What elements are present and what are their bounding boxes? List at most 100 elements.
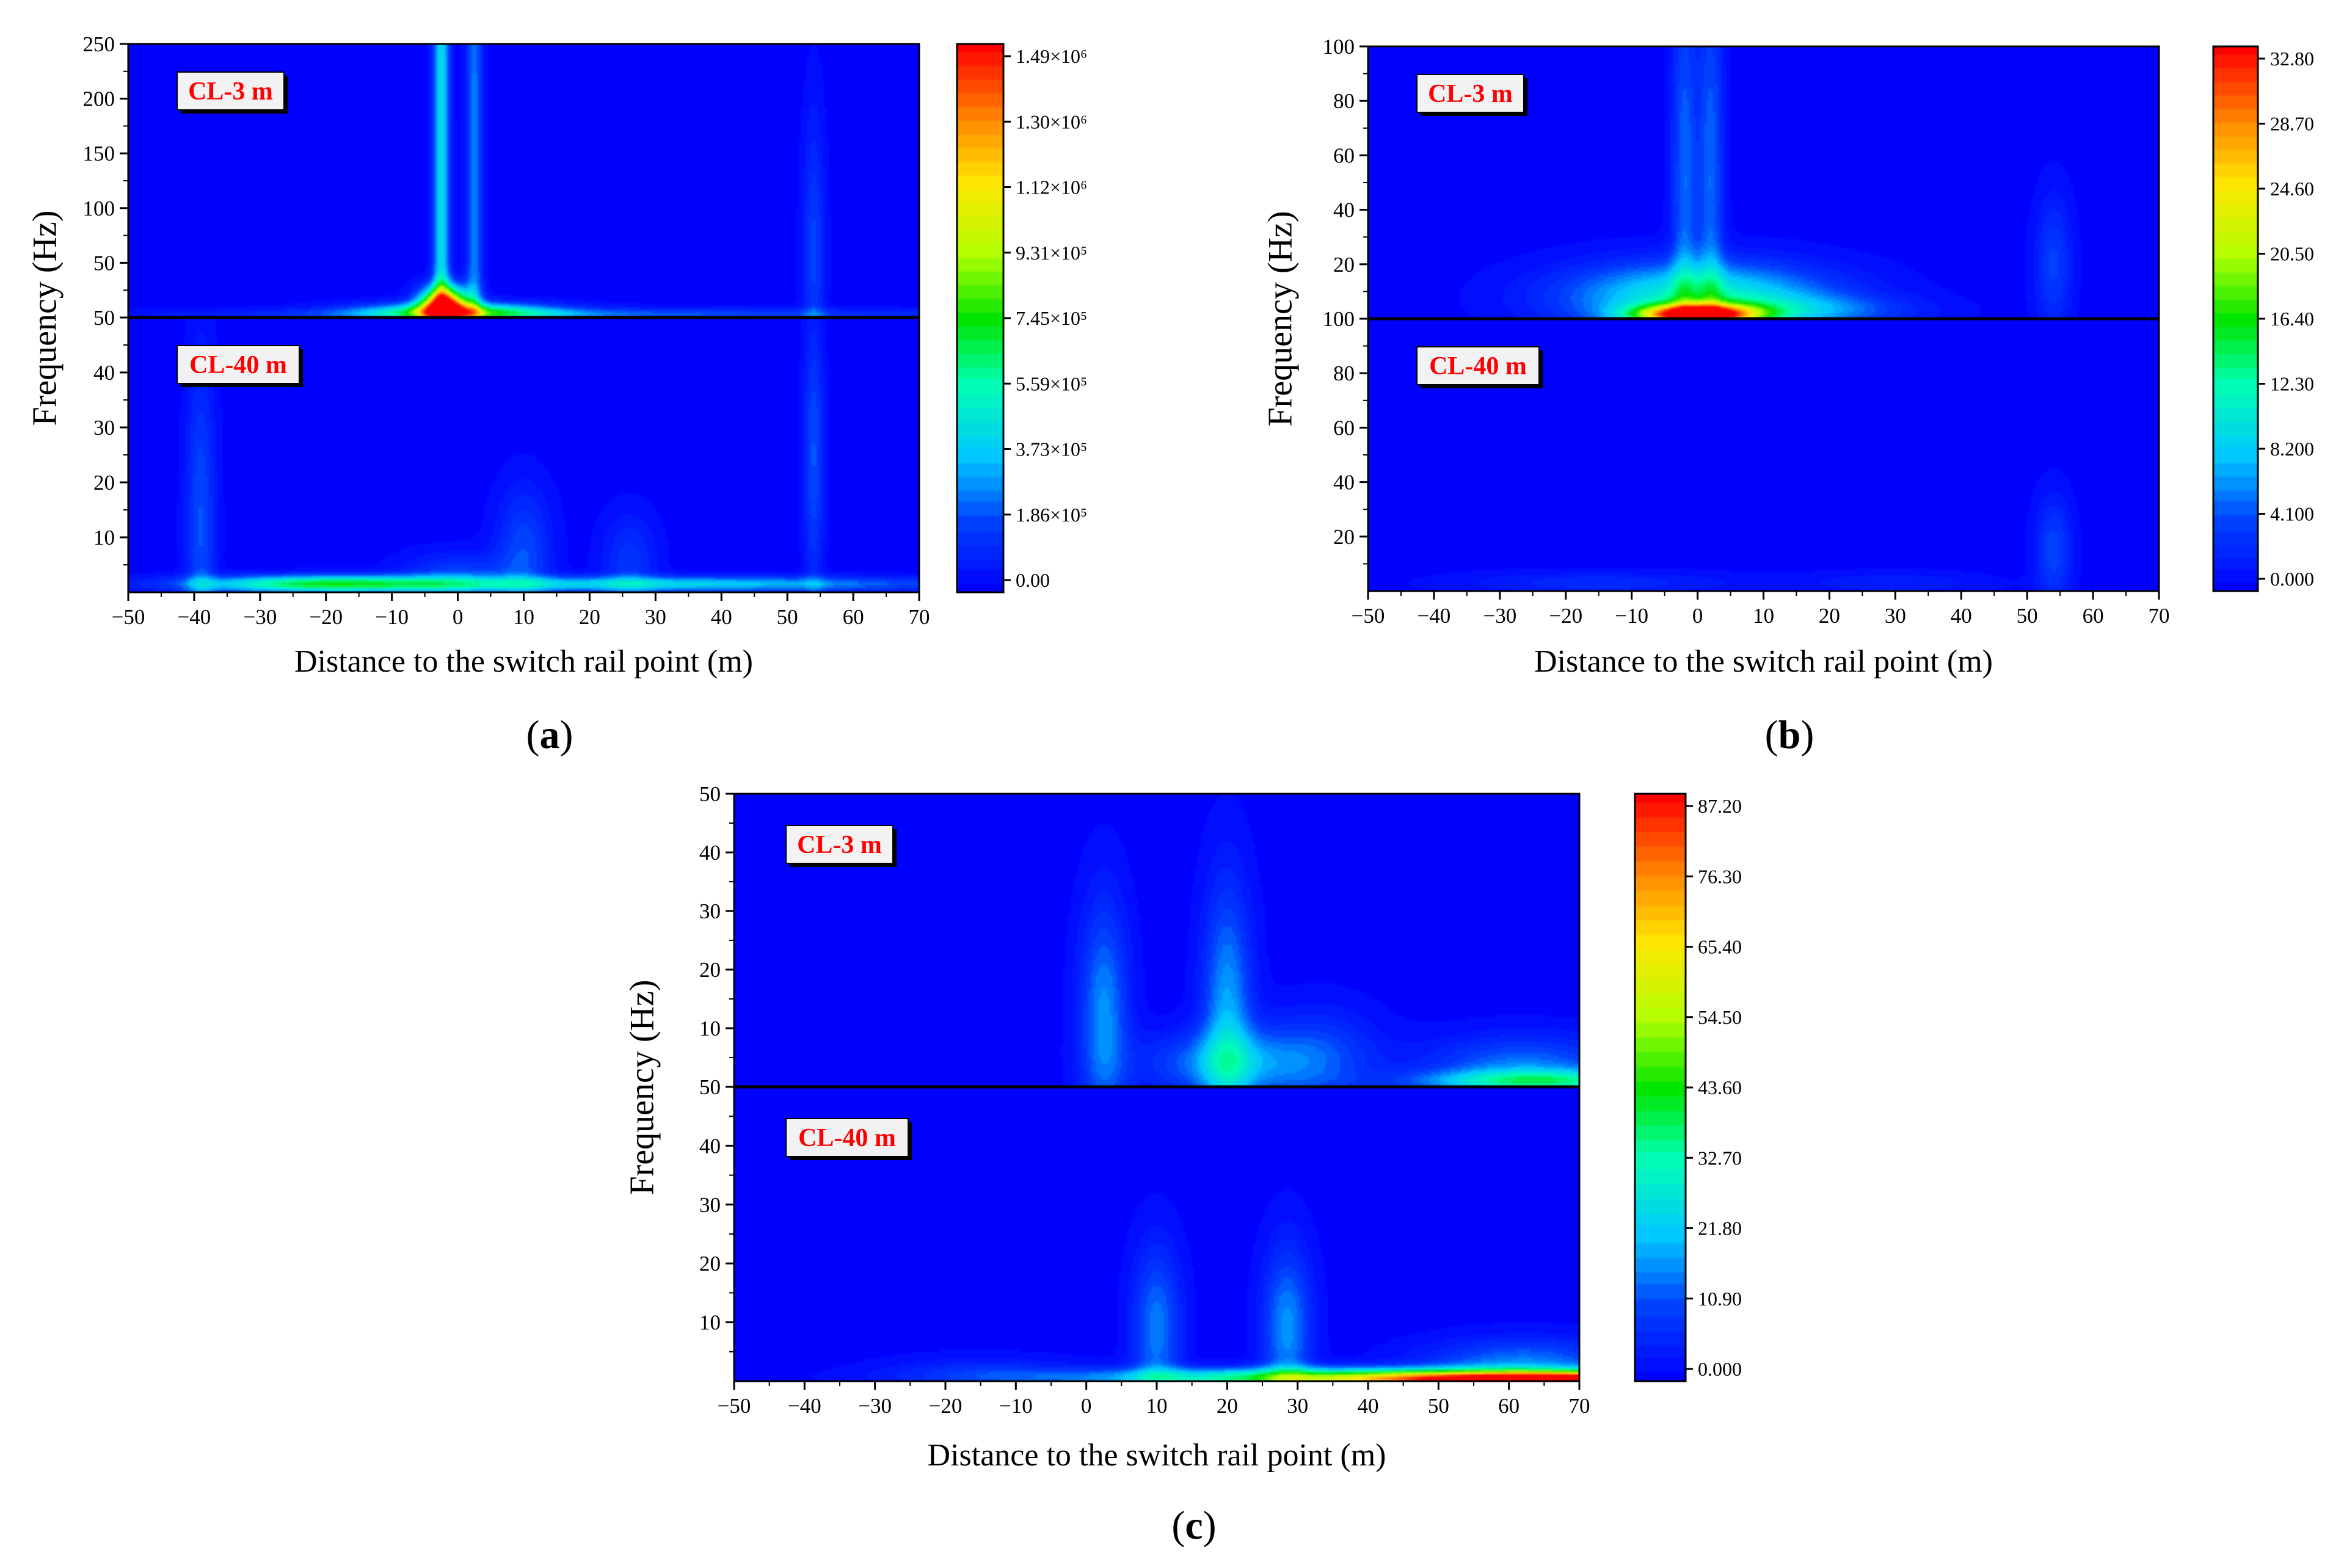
colorbar-gradient [2213,46,2258,591]
y-tick-label: 50 [699,782,721,806]
x-tick-label: 10 [1753,604,1774,628]
colorbar-gradient [957,44,1003,592]
y-tick-label: 200 [83,87,115,111]
x-tick-label: −30 [243,605,277,629]
y-tick-label: 100 [1323,307,1355,331]
x-tick-label: 50 [1428,1394,1449,1418]
y-tick-label: 100 [1323,35,1355,59]
subplot-b-cl40: 20 40 60 80 100 CL-40 m [1323,307,2159,591]
x-tick-label: 10 [513,605,534,629]
x-tick-label: 0 [1081,1394,1092,1418]
colorbar-tick-label: 54.50 [1698,1006,1742,1028]
y-axis-title: Frequency (Hz) [1262,211,1300,427]
colorbar-tick-label: 0.000 [1698,1358,1742,1380]
colorbar-tick-label: 24.60 [2270,178,2314,200]
panel-label-letter: c [1185,1503,1203,1548]
subplot-tag: CL-3 m [177,71,288,114]
panel-label-letter: b [1778,713,1801,757]
x-tick-label: −50 [1352,604,1385,628]
subplot-c-cl3: 10 20 30 40 50 CL-3 m [699,782,1579,1087]
colorbar-tick-label: 7.45×10⁵ [1016,307,1087,329]
x-tick-label: −10 [1615,604,1648,628]
colorbar: 0.000 10.90 21.80 32.70 43.60 54.50 65.40 76.30… [1634,793,1742,1382]
x-tick-label: 0 [1692,604,1703,628]
x-tick-label: 30 [645,605,666,629]
y-tick-label: 80 [1333,89,1355,113]
x-tick-label: −50 [718,1394,751,1418]
x-tick-label: 40 [1358,1394,1379,1418]
subplot-a-cl40: 10 20 30 40 50 CL-40 m [93,306,919,592]
x-tick-label: 60 [2083,604,2104,628]
y-tick-label: 60 [1333,416,1355,440]
x-tick-label: 60 [1498,1394,1520,1418]
y-tick-label: 250 [83,32,115,56]
colorbar-tick-label: 1.49×10⁶ [1016,45,1087,67]
x-tick-label: 50 [2017,604,2038,628]
panel-label: (a) [526,713,573,757]
tag-label: CL-3 m [1428,80,1513,108]
panel-c: 10 20 30 40 50 CL-3 m 10 20 30 40 50 CL-40 m −50 −40 −… [624,782,1742,1548]
x-tick-label: −20 [1549,604,1582,628]
tag-label: CL-3 m [797,831,882,859]
colorbar-tick-label: 4.100 [2270,503,2314,525]
x-tick-label: 10 [1146,1394,1168,1418]
y-tick-label: 20 [699,1252,721,1276]
x-tick-label: −50 [112,605,145,629]
x-tick-label: −40 [1418,604,1451,628]
colorbar-tick-label: 76.30 [1698,865,1742,887]
x-tick-label: −30 [858,1394,892,1418]
x-tick-label: −40 [788,1394,821,1418]
colorbar-tick-label: 1.12×10⁶ [1016,176,1087,198]
tag-box [177,71,285,111]
subplot-a-cl3: 50 100 150 200 250 CL-3 m [83,32,919,318]
subplot-tag: CL-3 m [1416,74,1527,116]
y-tick-label: 20 [1333,525,1355,549]
y-tick-label: 60 [1333,143,1355,167]
colorbar-tick-label: 32.70 [1698,1147,1742,1169]
x-tick-label: 70 [909,605,930,629]
colorbar-tick-label: 1.30×10⁶ [1016,111,1087,132]
y-axis-title: Frequency (Hz) [26,211,64,426]
y-tick-label: 40 [699,1134,721,1158]
colorbar-tick-label: 1.86×10⁵ [1016,504,1087,526]
colorbar-tick-label: 43.60 [1698,1076,1742,1098]
x-tick-label: 70 [2149,604,2170,628]
tag-box [177,345,300,384]
y-tick-label: 10 [699,1017,721,1040]
colorbar: 0.000 4.100 8.200 12.30 16.40 20.50 24.60 28.70… [2212,45,2314,592]
x-tick-label: 20 [579,605,600,629]
colorbar-tick-label: 0.00 [1016,569,1050,591]
colorbar-tick-label: 65.40 [1698,936,1742,958]
y-tick-label: 30 [93,416,115,440]
y-tick-label: 40 [1333,471,1355,495]
y-tick-label: 40 [1333,198,1355,222]
x-axis-title: Distance to the switch rail point (m) [928,1438,1386,1473]
x-tick-label: −20 [309,605,343,629]
subplot-tag: CL-40 m [1416,346,1543,388]
y-tick-label: 50 [93,306,115,330]
colorbar-tick-label: 32.80 [2270,48,2314,70]
colorbar-tick-label: 21.80 [1698,1218,1742,1240]
x-tick-label: 30 [1287,1394,1308,1418]
colorbar-tick-label: 12.30 [2270,373,2314,395]
tag-box [1416,74,1524,113]
x-tick-label: −20 [929,1394,963,1418]
y-tick-label: 80 [1333,361,1355,385]
tag-label: CL-40 m [1429,352,1527,380]
x-axis-title: Distance to the switch rail point (m) [294,644,753,679]
x-tick-label: 50 [777,605,798,629]
tag-label: CL-3 m [188,78,273,106]
panel-label-letter: a [540,713,560,757]
y-tick-label: 20 [93,471,115,495]
colorbar-tick-label: 8.200 [2270,438,2314,460]
colorbar: 0.00 1.86×10⁵ 3.73×10⁵ 5.59×10⁵ 7.45×10⁵ 9.31… [956,43,1087,593]
x-tick-label: 60 [843,605,864,629]
colorbar-tick-label: 9.31×10⁵ [1016,242,1087,264]
y-tick-label: 10 [93,526,115,550]
colorbar-tick-label: 20.50 [2270,243,2314,265]
x-tick-label: −40 [178,605,211,629]
colorbar-tick-label: 3.73×10⁵ [1016,438,1087,460]
x-tick-label: 70 [1569,1394,1590,1418]
